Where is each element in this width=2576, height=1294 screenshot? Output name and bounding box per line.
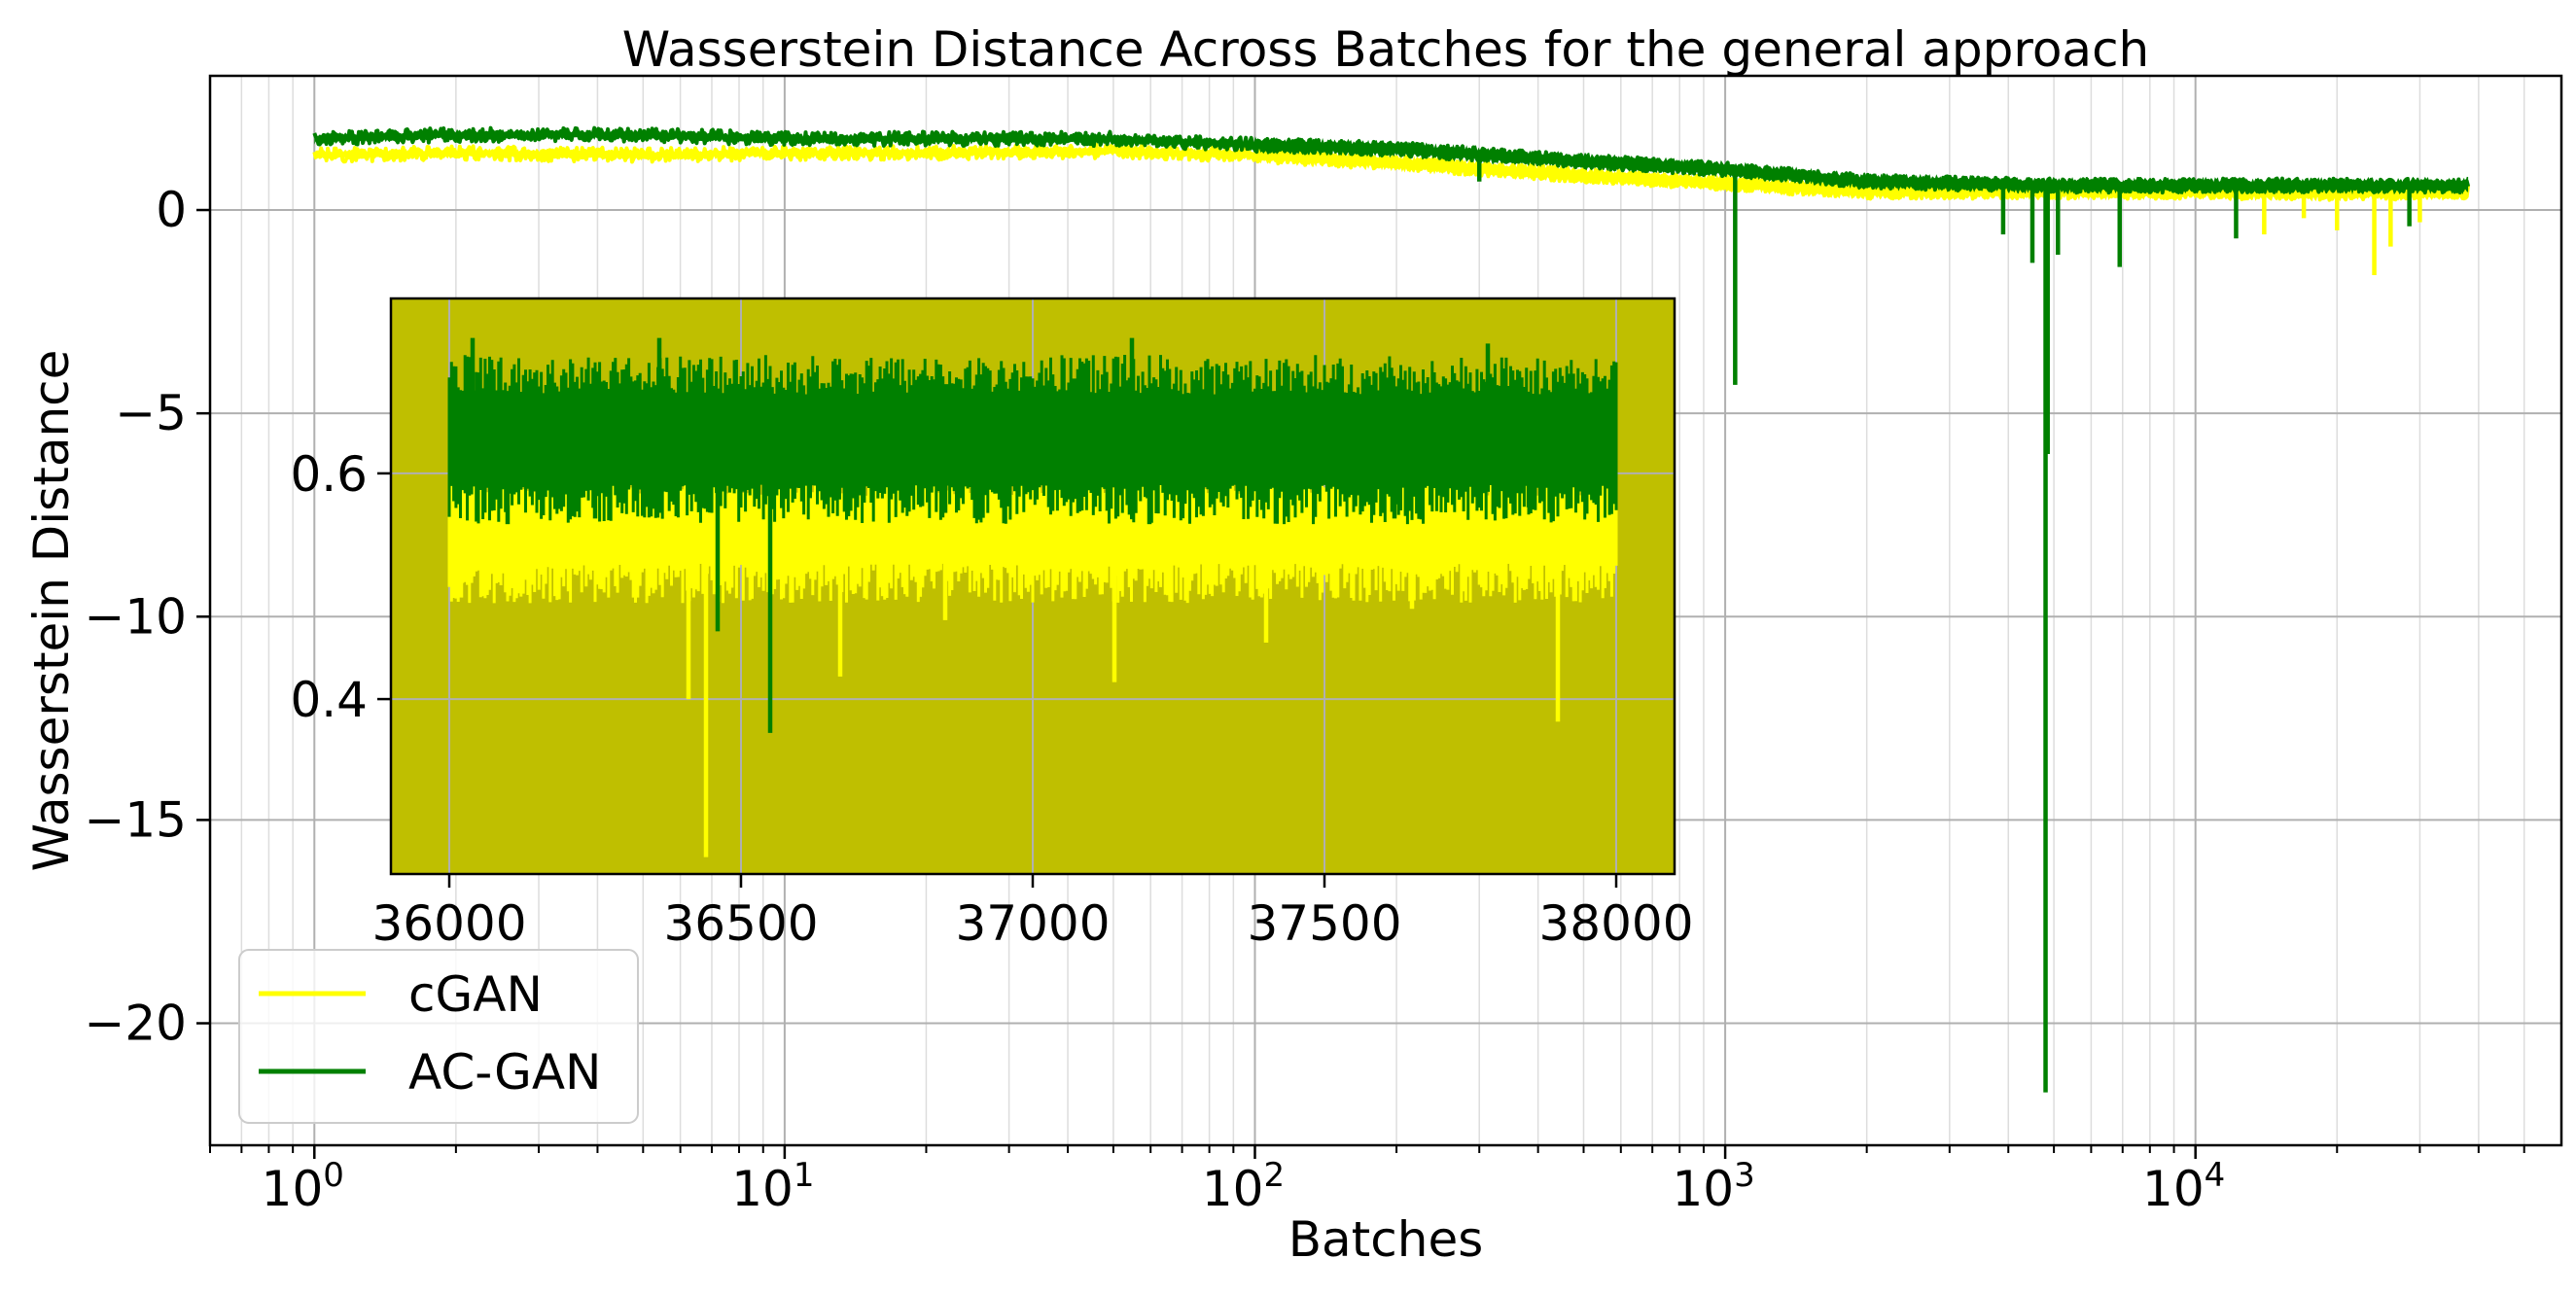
inset-y-tick-label: 0.6 xyxy=(290,446,368,503)
x-tick-label: 102 xyxy=(1202,1156,1285,1217)
inset-axis-ticks: 36000 36500 37000 37500 38000 0.6 0.4 xyxy=(290,446,1693,952)
inset-series-group xyxy=(447,337,1618,857)
chart-title: Wasserstein Distance Across Batches for … xyxy=(622,21,2150,78)
y-tick-label: −10 xyxy=(84,588,187,645)
main-axis-ticks: 100 101 102 103 104 0 −5 −10 −15 −20 xyxy=(84,182,2525,1217)
inset-x-tick-label: 37500 xyxy=(1247,895,1401,952)
inset-x-tick-label: 36500 xyxy=(663,895,818,952)
x-tick-label: 100 xyxy=(262,1156,344,1217)
x-tick-label: 101 xyxy=(731,1156,814,1217)
inset-noise-AC-GAN xyxy=(447,355,1618,525)
inset-x-tick-label: 37000 xyxy=(955,895,1110,952)
main-plot-frame xyxy=(208,74,2563,1147)
series-line-AC-GAN xyxy=(312,125,2471,195)
inset-noise-cGAN xyxy=(447,456,1618,604)
legend-label-acgan: AC-GAN xyxy=(408,1044,601,1101)
x-axis-label: Batches xyxy=(1288,1211,1484,1268)
x-tick-label: 104 xyxy=(2142,1156,2225,1217)
inset-y-tick-label: 0.4 xyxy=(290,672,368,728)
inset-chart: 36000 36500 37000 37500 38000 0.6 0.4 xyxy=(290,297,1694,952)
inset-x-tick-label: 38000 xyxy=(1538,895,1693,952)
y-tick-label: −20 xyxy=(84,996,187,1052)
legend: cGAN AC-GAN xyxy=(238,949,639,1124)
y-tick-label: 0 xyxy=(156,182,187,238)
legend-label-cgan: cGAN xyxy=(408,966,543,1023)
y-axis-label: Wasserstein Distance xyxy=(23,350,80,872)
y-tick-label: −5 xyxy=(115,385,187,441)
x-tick-label: 103 xyxy=(1672,1156,1754,1217)
main-series-group xyxy=(312,125,2471,1093)
inset-x-tick-label: 36000 xyxy=(371,895,526,952)
series-band-AC-GAN xyxy=(314,128,2469,195)
y-tick-label: −15 xyxy=(84,791,187,848)
